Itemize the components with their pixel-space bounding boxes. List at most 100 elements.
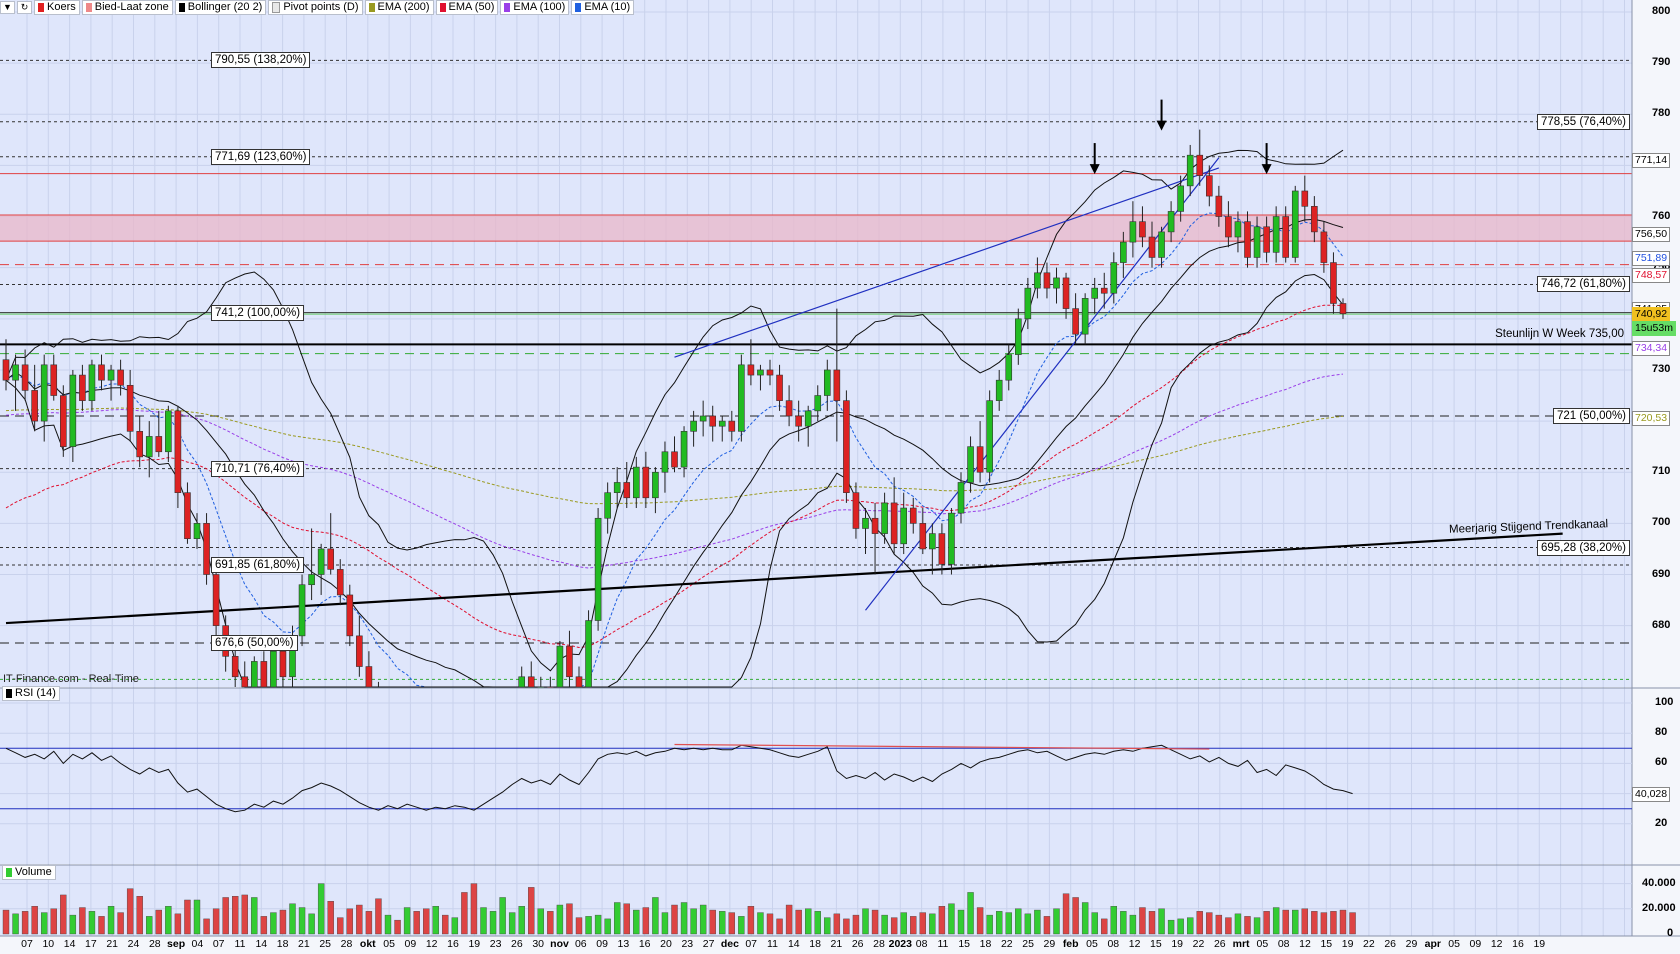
rsi-axis-tick: 20	[1655, 816, 1668, 829]
volume-bar	[967, 892, 974, 935]
fib-level-label: 691,85 (61,80%)	[211, 557, 305, 574]
legend-item[interactable]: EMA (10)	[571, 0, 635, 15]
volume-bar	[403, 907, 411, 935]
volume-bar	[184, 899, 191, 935]
x-axis-tick: 26	[1213, 938, 1226, 950]
candle-body	[241, 676, 249, 688]
volume-bar	[1263, 911, 1270, 935]
candle-body	[356, 635, 363, 667]
candle-body	[1072, 308, 1079, 335]
candle-body	[1005, 354, 1013, 381]
square-swatch-icon	[575, 3, 582, 12]
volume-bar	[795, 909, 802, 935]
volume-bar	[766, 913, 774, 935]
candle-body	[1081, 298, 1089, 335]
x-axis-tick: 22	[1363, 938, 1375, 950]
candle-body	[1177, 185, 1184, 212]
x-axis-tick: 19	[1341, 938, 1354, 950]
candle-body	[680, 431, 688, 468]
candle-body	[1215, 195, 1223, 217]
legend-label: Bied-Laat zone	[94, 1, 169, 13]
candle-body	[1053, 277, 1060, 289]
legend-item[interactable]: Koers	[34, 0, 80, 15]
x-axis-tick: 2023	[888, 938, 912, 950]
volume-bar	[1101, 918, 1108, 935]
volume-bar	[699, 904, 707, 935]
volume-axis-tick: 20.000	[1642, 901, 1676, 914]
candle-body	[871, 517, 879, 534]
x-axis-tick: 20	[660, 938, 672, 950]
arrow-down-icon[interactable]: ▼	[0, 1, 15, 14]
legend-item[interactable]: Bied-Laat zone	[81, 0, 173, 15]
price-tag-label: 740,92	[1632, 307, 1671, 323]
legend-item[interactable]: EMA (200)	[364, 0, 434, 15]
candle-body	[327, 548, 335, 570]
x-axis-tick: 26	[511, 938, 523, 950]
price-tag-label: 771,14	[1632, 152, 1671, 168]
bid-ask-zone	[0, 215, 1632, 242]
support-line-label: Steunlijn W Week 735,00	[1495, 328, 1624, 341]
rsi-axis-tick: 80	[1655, 726, 1668, 739]
refresh-icon[interactable]: ↻	[17, 1, 32, 14]
volume-bar	[222, 897, 229, 935]
legend-item[interactable]: Pivot points (D)	[268, 0, 363, 15]
volume-bar	[499, 897, 506, 935]
x-axis-tick: 12	[1299, 938, 1311, 950]
fib-level-label: 695,28 (38,20%)	[1536, 539, 1630, 556]
volume-bar	[1330, 911, 1337, 935]
candle-body	[1024, 287, 1032, 320]
volume-bar	[661, 912, 669, 935]
trend-line	[674, 167, 1220, 358]
x-axis-tick: sep	[167, 938, 186, 950]
x-axis-tick: 25	[319, 938, 332, 950]
rsi-axis-tick: 100	[1655, 696, 1674, 708]
candle-body	[652, 471, 659, 499]
volume-bar	[480, 907, 487, 935]
volume-bar	[60, 894, 67, 935]
legend-item[interactable]: EMA (100)	[500, 0, 570, 15]
candle-body	[251, 661, 258, 688]
volume-bar	[690, 908, 697, 935]
candle-body	[632, 466, 640, 499]
x-axis-tick: 18	[809, 938, 821, 950]
x-axis-tick: 14	[787, 938, 800, 950]
candle-body	[833, 369, 841, 401]
volume-bar	[317, 883, 325, 935]
bollinger-upper-line	[5, 149, 1344, 672]
legend-item[interactable]: EMA (50)	[435, 0, 499, 15]
candle-body	[604, 492, 611, 519]
legend-label: EMA (50)	[448, 1, 495, 13]
rsi-line	[5, 744, 1353, 813]
volume-bar	[203, 918, 210, 935]
volume-bar	[1215, 914, 1223, 935]
volume-bar	[1034, 909, 1041, 935]
x-axis-tick: 25	[1022, 938, 1034, 950]
candle-body	[623, 482, 631, 499]
candle-body	[804, 410, 812, 427]
candle-body	[336, 569, 344, 596]
candle-body	[12, 364, 19, 381]
price-tag-label: 756,50	[1632, 227, 1671, 243]
candle-body	[1196, 154, 1204, 176]
volume-bar	[805, 908, 812, 935]
square-swatch-icon	[6, 689, 12, 698]
legend-label: EMA (10)	[584, 1, 631, 13]
volume-bar	[489, 911, 497, 935]
price-tag-label: 720,53	[1632, 411, 1671, 427]
x-axis-tick: 22	[1000, 938, 1013, 950]
x-axis-tick: 07	[212, 938, 225, 950]
candle-body	[862, 517, 869, 529]
candle-body	[1263, 226, 1270, 253]
volume-bar	[1024, 913, 1032, 935]
square-swatch-icon	[504, 3, 511, 12]
legend-item[interactable]: Bollinger (20 2)	[174, 0, 267, 15]
volume-bar	[728, 912, 735, 935]
volume-bar	[633, 909, 640, 935]
price-axis-tick: 800	[1652, 5, 1671, 17]
candle-body	[1062, 277, 1070, 309]
candle-body	[98, 364, 105, 381]
candle-body	[1253, 226, 1261, 258]
candle-body	[957, 482, 965, 514]
volume-bar	[461, 892, 468, 935]
volume-bar	[260, 916, 268, 935]
